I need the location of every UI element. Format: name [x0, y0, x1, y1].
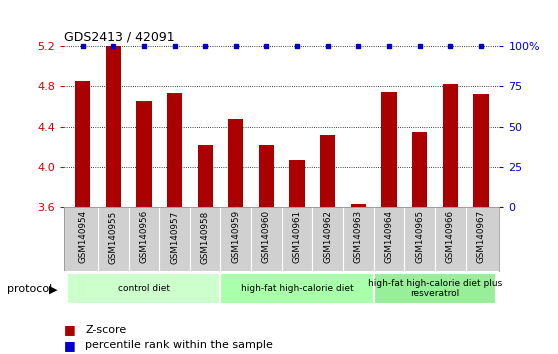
- Bar: [374, 273, 497, 304]
- Text: GSM140964: GSM140964: [384, 210, 393, 263]
- Text: protocol: protocol: [7, 284, 52, 294]
- Text: GSM140967: GSM140967: [477, 210, 485, 263]
- Text: percentile rank within the sample: percentile rank within the sample: [85, 340, 273, 350]
- Bar: [228, 119, 243, 207]
- Bar: [442, 84, 458, 207]
- Text: GSM140965: GSM140965: [415, 210, 424, 263]
- Text: Z-score: Z-score: [85, 325, 127, 335]
- Bar: [136, 101, 152, 207]
- Text: GSM140956: GSM140956: [140, 210, 148, 263]
- Text: high-fat high-calorie diet plus
resveratrol: high-fat high-calorie diet plus resverat…: [368, 279, 502, 298]
- Text: GSM140957: GSM140957: [170, 210, 179, 263]
- Text: GSM140963: GSM140963: [354, 210, 363, 263]
- Bar: [75, 81, 90, 207]
- Text: GSM140961: GSM140961: [292, 210, 302, 263]
- Text: ■: ■: [64, 339, 76, 352]
- Text: GSM140962: GSM140962: [323, 210, 332, 263]
- Text: ■: ■: [64, 324, 76, 336]
- Bar: [473, 94, 489, 207]
- Text: GSM140966: GSM140966: [446, 210, 455, 263]
- Text: ▶: ▶: [49, 284, 57, 294]
- Bar: [198, 145, 213, 207]
- Text: GSM140954: GSM140954: [78, 210, 87, 263]
- Text: GSM140959: GSM140959: [232, 210, 240, 263]
- Text: GDS2413 / 42091: GDS2413 / 42091: [64, 30, 175, 44]
- Bar: [351, 204, 366, 207]
- Bar: [105, 46, 121, 207]
- Bar: [259, 145, 274, 207]
- Text: GSM140960: GSM140960: [262, 210, 271, 263]
- Bar: [67, 273, 220, 304]
- Bar: [382, 92, 397, 207]
- Bar: [167, 93, 182, 207]
- Bar: [320, 135, 335, 207]
- Bar: [412, 132, 427, 207]
- Text: GSM140958: GSM140958: [201, 210, 210, 263]
- Text: GSM140955: GSM140955: [109, 210, 118, 263]
- Bar: [290, 160, 305, 207]
- Text: control diet: control diet: [118, 284, 170, 293]
- Bar: [220, 273, 374, 304]
- Text: high-fat high-calorie diet: high-fat high-calorie diet: [241, 284, 353, 293]
